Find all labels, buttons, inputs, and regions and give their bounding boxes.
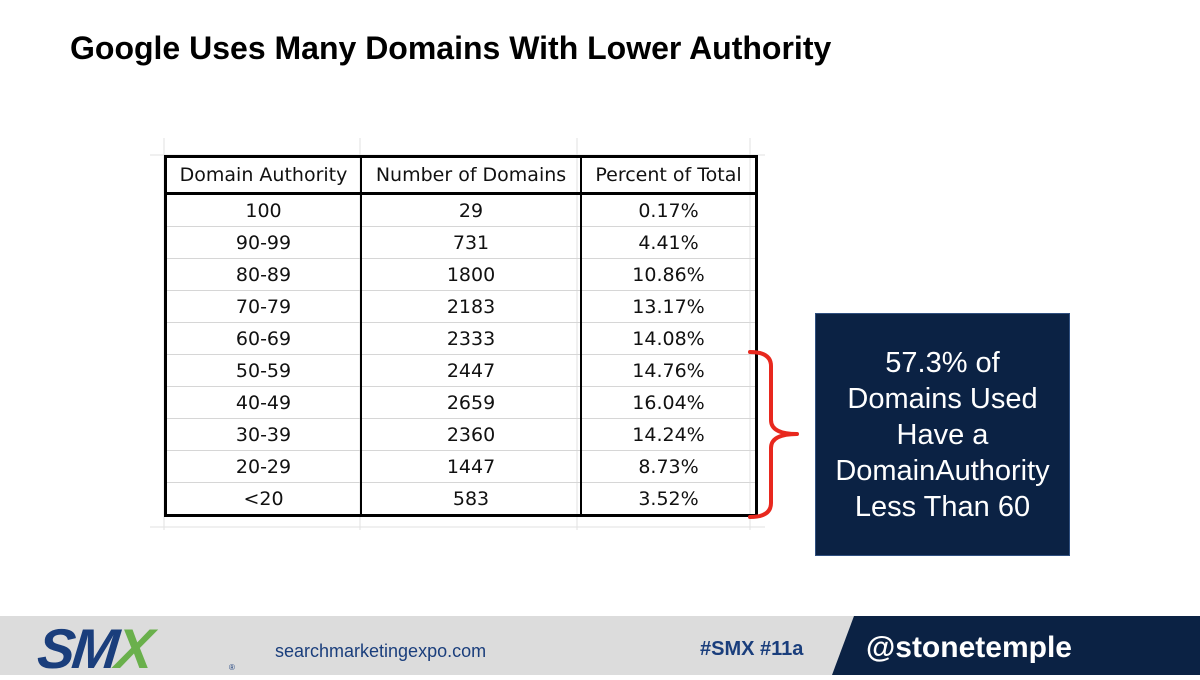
table-cell: 70-79 [164, 290, 362, 323]
site-url: searchmarketingexpo.com [275, 641, 487, 661]
table-cell: 8.73% [580, 450, 758, 483]
table-cell: 16.04% [580, 386, 758, 419]
table-cell: 731 [360, 226, 582, 259]
table-cell: 60-69 [164, 322, 362, 355]
table-cell: 14.08% [580, 322, 758, 355]
table-cell: 14.76% [580, 354, 758, 387]
red-curly-bracket [748, 350, 799, 519]
table-cell: 50-59 [164, 354, 362, 387]
column-header: Number of Domains [360, 156, 582, 195]
domain-authority-table: Domain Authority Number of Domains Perce… [164, 155, 758, 517]
table-cell: 20-29 [164, 450, 362, 483]
table-row: 100 29 0.17% [164, 193, 758, 227]
table-cell: 1447 [360, 450, 582, 483]
handle-banner [832, 616, 1200, 675]
table-cell: 10.86% [580, 258, 758, 291]
callout-line: Have a [896, 418, 989, 451]
table-row: 70-79 2183 13.17% [164, 290, 758, 323]
callout-box: 57.3% of Domains Used Have a DomainAutho… [815, 313, 1070, 556]
table-row: 20-29 1447 8.73% [164, 450, 758, 483]
table-cell: 14.24% [580, 418, 758, 451]
table-cell: 2659 [360, 386, 582, 419]
column-header: Domain Authority [164, 156, 362, 195]
table-cell: 13.17% [580, 290, 758, 323]
table-row: 50-59 2447 14.76% [164, 354, 758, 387]
table-cell: 29 [360, 193, 582, 227]
table-row: 60-69 2333 14.08% [164, 322, 758, 355]
table-cell: 3.52% [580, 482, 758, 516]
table-cell: <20 [164, 482, 362, 516]
callout-line: DomainAuthority [835, 454, 1050, 487]
table-cell: 2360 [360, 418, 582, 451]
table-cell: 2333 [360, 322, 582, 355]
registered-mark: ® [229, 663, 235, 672]
callout-line: Domains Used [847, 382, 1038, 415]
smx-logo-x: X [112, 617, 154, 680]
table-cell: 4.41% [580, 226, 758, 259]
table-cell: 90-99 [164, 226, 362, 259]
table-row: 40-49 2659 16.04% [164, 386, 758, 419]
table-cell: 1800 [360, 258, 582, 291]
twitter-handle: @stonetemple [866, 631, 1072, 664]
table-cell: 30-39 [164, 418, 362, 451]
table-row: 30-39 2360 14.24% [164, 418, 758, 451]
table-cell: 100 [164, 193, 362, 227]
hashtag: #SMX #11a [700, 638, 804, 660]
table-cell: 2447 [360, 354, 582, 387]
table-row: 80-89 1800 10.86% [164, 258, 758, 291]
table-cell: 2183 [360, 290, 582, 323]
column-header: Percent of Total [580, 156, 758, 195]
smx-logo: SMX [34, 617, 154, 680]
slide-title: Google Uses Many Domains With Lower Auth… [70, 30, 832, 66]
callout-line: 57.3% of [885, 346, 1000, 379]
table-cell: 583 [360, 482, 582, 516]
table-cell: 40-49 [164, 386, 362, 419]
table-header-row: Domain Authority Number of Domains Perce… [164, 156, 758, 195]
table-cell: 0.17% [580, 193, 758, 227]
callout-line: Less Than 60 [854, 490, 1031, 523]
table-cell: 80-89 [164, 258, 362, 291]
table-row: 90-99 731 4.41% [164, 226, 758, 259]
table-row: <20 583 3.52% [164, 482, 758, 516]
